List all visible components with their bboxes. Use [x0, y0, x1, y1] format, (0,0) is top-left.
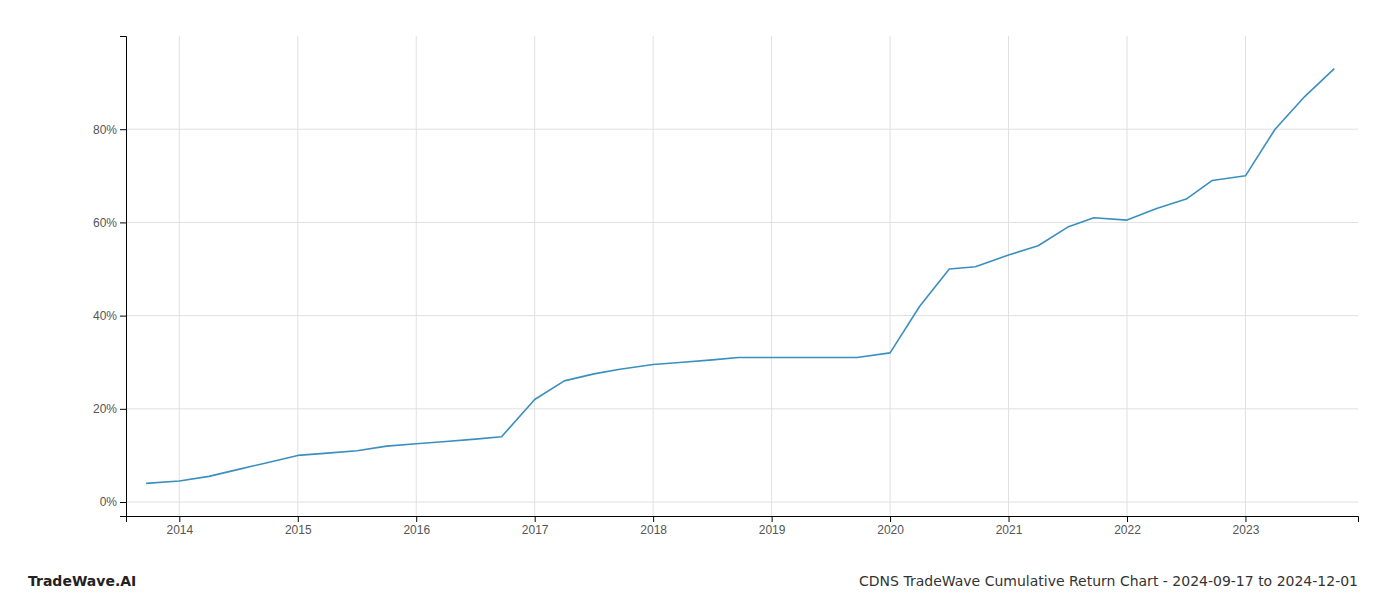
- chart-title: CDNS TradeWave Cumulative Return Chart -…: [859, 573, 1358, 589]
- x-tick: 2014: [166, 516, 193, 537]
- y-tick: 0%: [100, 495, 126, 509]
- grid-line-x: [1008, 36, 1009, 516]
- x-tick-mark: [298, 516, 299, 522]
- x-tick-label: 2021: [996, 523, 1023, 537]
- x-tick-mark: [179, 516, 180, 522]
- x-tick: 2015: [285, 516, 312, 537]
- grid-line-y: [126, 502, 1358, 503]
- chart-container: 2014 2015 2016 2017 2018 2019 2020 2021 2022 2023…: [0, 0, 1400, 600]
- y-tick-label: 20%: [93, 402, 117, 416]
- x-tick-label: 2016: [403, 523, 430, 537]
- y-tick-mark: [120, 222, 126, 223]
- x-tick: 2018: [640, 516, 667, 537]
- y-tick-label: 60%: [93, 216, 117, 230]
- grid-line-y: [126, 315, 1358, 316]
- y-tick-mark: [120, 502, 126, 503]
- x-tick-label: 2014: [166, 523, 193, 537]
- x-tick-label: 2019: [759, 523, 786, 537]
- y-tick-mark: [120, 409, 126, 410]
- x-tick: 2016: [403, 516, 430, 537]
- x-tick-mark: [772, 516, 773, 522]
- grid-line-x: [534, 36, 535, 516]
- grid-line-y: [126, 408, 1358, 409]
- x-axis: 2014 2015 2016 2017 2018 2019 2020 2021 2022 2023: [127, 516, 1359, 537]
- y-axis: 0% 20% 40% 60% 80%: [93, 37, 127, 517]
- grid-line-x: [1127, 36, 1128, 516]
- x-tick-label: 2018: [640, 523, 667, 537]
- x-axis-line: [127, 517, 1359, 523]
- x-tick: 2022: [1114, 516, 1141, 537]
- x-tick-mark: [1009, 516, 1010, 522]
- y-tick: 40%: [93, 309, 126, 323]
- grid-line-y: [126, 129, 1358, 130]
- y-axis-line: [120, 37, 127, 517]
- x-tick: 2023: [1233, 516, 1260, 537]
- y-tick-label: 40%: [93, 309, 117, 323]
- x-tick-mark: [1127, 516, 1128, 522]
- x-tick-label: 2023: [1233, 523, 1260, 537]
- x-tick-label: 2022: [1114, 523, 1141, 537]
- y-tick-mark: [120, 316, 126, 317]
- data-line: [146, 69, 1334, 484]
- marks: [146, 69, 1334, 484]
- x-tick-label: 2015: [285, 523, 312, 537]
- y-tick-label: 80%: [93, 123, 117, 137]
- x-tick-label: 2020: [877, 523, 904, 537]
- x-tick-mark: [653, 516, 654, 522]
- x-tick-mark: [1245, 516, 1246, 522]
- y-tick-mark: [120, 129, 126, 130]
- x-tick: 2017: [522, 516, 549, 537]
- y-tick: 20%: [93, 402, 126, 416]
- y-tick: 80%: [93, 123, 126, 137]
- x-tick: 2021: [996, 516, 1023, 537]
- x-tick-mark: [890, 516, 891, 522]
- y-tick: 60%: [93, 216, 126, 230]
- grid-line-x: [890, 36, 891, 516]
- x-tick: 2019: [759, 516, 786, 537]
- watermark: TradeWave.AI: [28, 573, 136, 589]
- x-tick-mark: [416, 516, 417, 522]
- grid-line-x: [179, 36, 180, 516]
- plot-area: 2014 2015 2016 2017 2018 2019 2020 2021 2022 2023…: [93, 36, 1359, 537]
- grid-line-x: [771, 36, 772, 516]
- grid-line-y: [126, 222, 1358, 223]
- grid-line-x: [653, 36, 654, 516]
- grid: [126, 36, 1358, 516]
- grid-line-x: [297, 36, 298, 516]
- chart-svg: 2014 2015 2016 2017 2018 2019 2020 2021 2022 2023…: [0, 0, 1400, 600]
- y-tick-label: 0%: [100, 495, 118, 509]
- x-tick-label: 2017: [522, 523, 549, 537]
- x-tick: 2020: [877, 516, 904, 537]
- x-tick-mark: [535, 516, 536, 522]
- grid-line-x: [1245, 36, 1246, 516]
